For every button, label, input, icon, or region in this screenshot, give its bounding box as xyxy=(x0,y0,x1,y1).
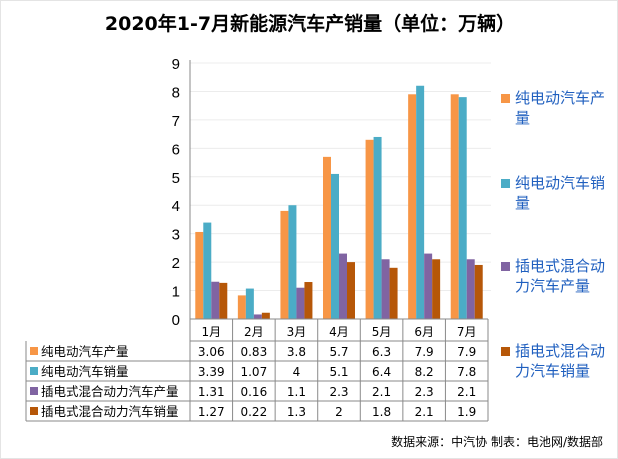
y-tick-label: 3 xyxy=(172,227,180,244)
bar xyxy=(331,173,339,319)
table-cell: 1.07 xyxy=(240,365,267,379)
table-cell: 1.3 xyxy=(287,405,306,419)
bar xyxy=(424,253,433,319)
table-legend-key xyxy=(30,387,38,395)
x-tick-label: 2月 xyxy=(244,325,264,339)
table-cell: 1.27 xyxy=(198,405,225,419)
bar xyxy=(347,262,355,319)
table-cell: 8.2 xyxy=(415,365,434,379)
x-tick-label: 3月 xyxy=(287,325,307,339)
bar xyxy=(474,264,483,319)
bar xyxy=(408,94,417,320)
table-row-label: 纯电动汽车产量 xyxy=(41,344,129,359)
legend-swatch xyxy=(501,347,510,356)
bar xyxy=(450,94,459,320)
table-legend-key xyxy=(30,367,38,375)
table-cell: 2 xyxy=(335,405,343,419)
table-cell: 1.8 xyxy=(372,405,391,419)
x-tick-label: 4月 xyxy=(329,325,349,339)
table-cell: 7.9 xyxy=(457,345,476,359)
bar xyxy=(237,295,246,319)
table-cell: 1.31 xyxy=(198,385,225,399)
bar xyxy=(203,222,212,319)
bar xyxy=(195,231,204,319)
table-cell: 5.1 xyxy=(329,365,348,379)
table-cell: 2.1 xyxy=(457,385,476,399)
chart-title: 2020年1-7月新能源汽车产销量（单位：万辆） xyxy=(104,13,516,35)
y-tick-label: 6 xyxy=(172,141,180,158)
bar xyxy=(261,312,270,319)
bar xyxy=(245,288,254,319)
legend-swatch xyxy=(501,179,510,188)
bar xyxy=(288,205,297,319)
y-tick-label: 1 xyxy=(172,284,180,301)
bar xyxy=(253,314,262,319)
table-cell: 7.8 xyxy=(457,365,476,379)
table-cell: 1.9 xyxy=(457,405,476,419)
table-cell: 2.3 xyxy=(329,385,348,399)
table-cell: 2.1 xyxy=(372,385,391,399)
table-cell: 4 xyxy=(293,365,301,379)
table-cell: 6.3 xyxy=(372,345,391,359)
legend-label: 纯电动汽车产量 xyxy=(515,89,606,127)
legend-label: 纯电动汽车销量 xyxy=(515,174,606,212)
table-row-label: 插电式混合动力汽车销量 xyxy=(41,404,179,419)
x-tick-label: 5月 xyxy=(372,325,392,339)
x-tick-label: 6月 xyxy=(414,325,434,339)
table-cell: 3.39 xyxy=(198,365,225,379)
y-tick-label: 4 xyxy=(172,198,180,215)
bar xyxy=(339,253,347,319)
legend-label: 插电式混合动力汽车产量 xyxy=(515,257,606,295)
table-legend-key xyxy=(30,407,38,415)
table-cell: 0.16 xyxy=(240,385,267,399)
legend-label: 插电式混合动力汽车销量 xyxy=(515,342,606,380)
y-tick-label: 2 xyxy=(172,255,180,272)
y-tick-label: 7 xyxy=(172,113,180,130)
table-row-label: 插电式混合动力汽车产量 xyxy=(41,384,179,399)
bar xyxy=(416,85,425,319)
table-cell: 2.3 xyxy=(415,385,434,399)
legend-item: 插电式混合动力汽车产量 xyxy=(501,256,613,296)
bar xyxy=(304,282,313,319)
bar xyxy=(458,97,467,319)
y-tick-label: 8 xyxy=(172,84,180,101)
x-tick-label: 7月 xyxy=(457,325,477,339)
bar xyxy=(296,287,305,319)
table-legend-key xyxy=(30,347,38,355)
bar xyxy=(432,259,441,319)
table-cell: 1.1 xyxy=(287,385,306,399)
table-cell: 2.1 xyxy=(415,405,434,419)
bar xyxy=(219,282,228,319)
legend-swatch xyxy=(501,262,510,271)
y-tick-label: 0 xyxy=(172,312,180,329)
legend-swatch xyxy=(501,94,510,103)
legend-item: 插电式混合动力汽车销量 xyxy=(501,341,613,381)
legend-item: 纯电动汽车产量 xyxy=(501,88,613,128)
table-cell: 0.22 xyxy=(240,405,267,419)
y-tick-label: 5 xyxy=(172,170,180,187)
bar xyxy=(323,156,331,319)
table-cell: 7.9 xyxy=(415,345,434,359)
bar xyxy=(373,136,382,319)
table-cell: 5.7 xyxy=(329,345,348,359)
bar xyxy=(381,259,390,319)
table-row-label: 纯电动汽车销量 xyxy=(41,364,129,379)
bar xyxy=(211,281,220,319)
x-tick-label: 1月 xyxy=(201,325,221,339)
bar xyxy=(280,210,289,319)
bar xyxy=(365,139,374,319)
table-cell: 3.06 xyxy=(198,345,225,359)
source-note: 数据来源：中汽协 制表：电池网/数据部 xyxy=(391,435,603,449)
legend-item: 纯电动汽车销量 xyxy=(501,173,613,213)
table-cell: 0.83 xyxy=(240,345,267,359)
bar xyxy=(389,267,398,319)
bar xyxy=(466,259,475,319)
table-cell: 3.8 xyxy=(287,345,306,359)
y-tick-label: 9 xyxy=(172,56,180,73)
table-cell: 6.4 xyxy=(372,365,391,379)
